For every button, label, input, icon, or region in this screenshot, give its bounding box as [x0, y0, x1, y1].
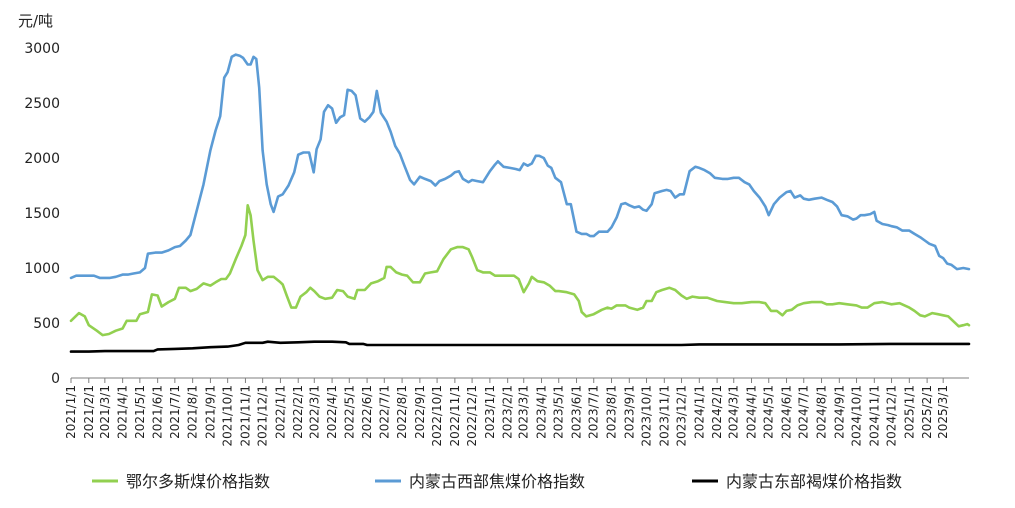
x-tick-label: 2022/11/1 [448, 385, 462, 447]
x-tick-label: 2022/9/1 [413, 385, 427, 439]
x-tick-label: 2023/5/1 [552, 385, 566, 439]
x-tick-label: 2023/7/1 [587, 385, 601, 439]
x-tick-label: 2024/6/1 [780, 385, 794, 439]
x-tick-label: 2021/4/1 [116, 385, 130, 439]
y-tick-label: 3000 [24, 41, 60, 57]
x-tick-label: 2023/8/1 [605, 385, 619, 439]
x-tick-label: 2024/3/1 [727, 385, 741, 439]
x-tick-label: 2023/6/1 [570, 385, 584, 439]
x-tick-label: 2021/3/1 [98, 385, 112, 439]
x-tick-label: 2024/10/1 [850, 385, 864, 447]
x-tick-label: 2022/6/1 [360, 385, 374, 439]
x-tick-label: 2022/5/1 [342, 385, 356, 439]
x-tick-label: 2022/1/1 [273, 385, 287, 439]
x-tick-label: 2024/4/1 [745, 385, 759, 439]
y-tick-label: 0 [51, 371, 60, 387]
x-tick-label: 2025/2/1 [920, 385, 934, 439]
y-axis: 0 500 1000 1500 2000 2500 3000 [24, 41, 60, 387]
x-tick-label: 2022/7/1 [377, 385, 391, 439]
x-tick-label: 2024/11/1 [867, 385, 881, 447]
x-tick-label: 2021/7/1 [168, 385, 182, 439]
y-unit-label: 元/吨 [18, 12, 53, 30]
x-tick-label: 2021/9/1 [203, 385, 217, 439]
x-tick-label: 2022/4/1 [325, 385, 339, 439]
x-tick-label: 2022/12/1 [465, 385, 479, 447]
x-tick-label: 2023/9/1 [622, 385, 636, 439]
legend-label-0: 鄂尔多斯煤价格指数 [126, 472, 270, 491]
x-tick-label: 2025/1/1 [902, 385, 916, 439]
series-line-0 [69, 204, 971, 337]
x-tick-label: 2022/2/1 [291, 385, 305, 439]
legend: 鄂尔多斯煤价格指数 内蒙古西部焦煤价格指数 内蒙古东部褐煤价格指数 [92, 472, 902, 491]
x-tick-label: 2021/10/1 [221, 385, 235, 447]
x-tick-label: 2022/8/1 [395, 385, 409, 439]
x-tick-label: 2021/2/1 [82, 385, 96, 439]
y-tick-label: 2500 [24, 96, 60, 112]
x-tick-label: 2025/3/1 [936, 385, 950, 439]
x-tick-label: 2024/9/1 [832, 385, 846, 439]
x-axis: 2021/1/1 2021/2/1 2021/3/1 2021/4/1 2021/5/1… [64, 377, 969, 447]
series-lines [69, 53, 971, 353]
x-tick-label: 2023/2/1 [501, 385, 515, 439]
x-tick-label: 2024/5/1 [762, 385, 776, 439]
series-line-2 [69, 340, 971, 353]
x-tick-label: 2021/5/1 [133, 385, 147, 439]
x-tick-label: 2022/10/1 [430, 385, 444, 447]
x-tick-label: 2024/12/1 [885, 385, 899, 447]
x-tick-label: 2022/3/1 [307, 385, 321, 439]
x-tick-label: 2021/1/1 [64, 385, 78, 439]
x-tick-label: 2024/7/1 [797, 385, 811, 439]
x-tick-label: 2021/8/1 [186, 385, 200, 439]
x-tick-label: 2023/11/1 [657, 385, 671, 447]
x-tick-label: 2021/12/1 [256, 385, 270, 447]
y-tick-label: 500 [33, 316, 60, 332]
x-tick-label: 2021/11/1 [238, 385, 252, 447]
y-tick-label: 1500 [24, 206, 60, 222]
y-tick-label: 2000 [24, 151, 60, 167]
x-tick-label: 2023/4/1 [535, 385, 549, 439]
x-tick-label: 2023/3/1 [517, 385, 531, 439]
legend-label-2: 内蒙古东部褐煤价格指数 [726, 472, 902, 491]
x-tick-label: 2024/1/1 [692, 385, 706, 439]
x-tick-label: 2021/6/1 [151, 385, 165, 439]
x-tick-label: 2023/10/1 [640, 385, 654, 447]
legend-label-1: 内蒙古西部焦煤价格指数 [409, 472, 585, 491]
y-tick-label: 1000 [24, 261, 60, 277]
x-tick-label: 2023/12/1 [675, 385, 689, 447]
series-line-1 [69, 53, 971, 280]
x-tick-label: 2023/1/1 [483, 385, 497, 439]
x-tick-label: 2024/8/1 [815, 385, 829, 439]
x-tick-label: 2024/2/1 [710, 385, 724, 439]
